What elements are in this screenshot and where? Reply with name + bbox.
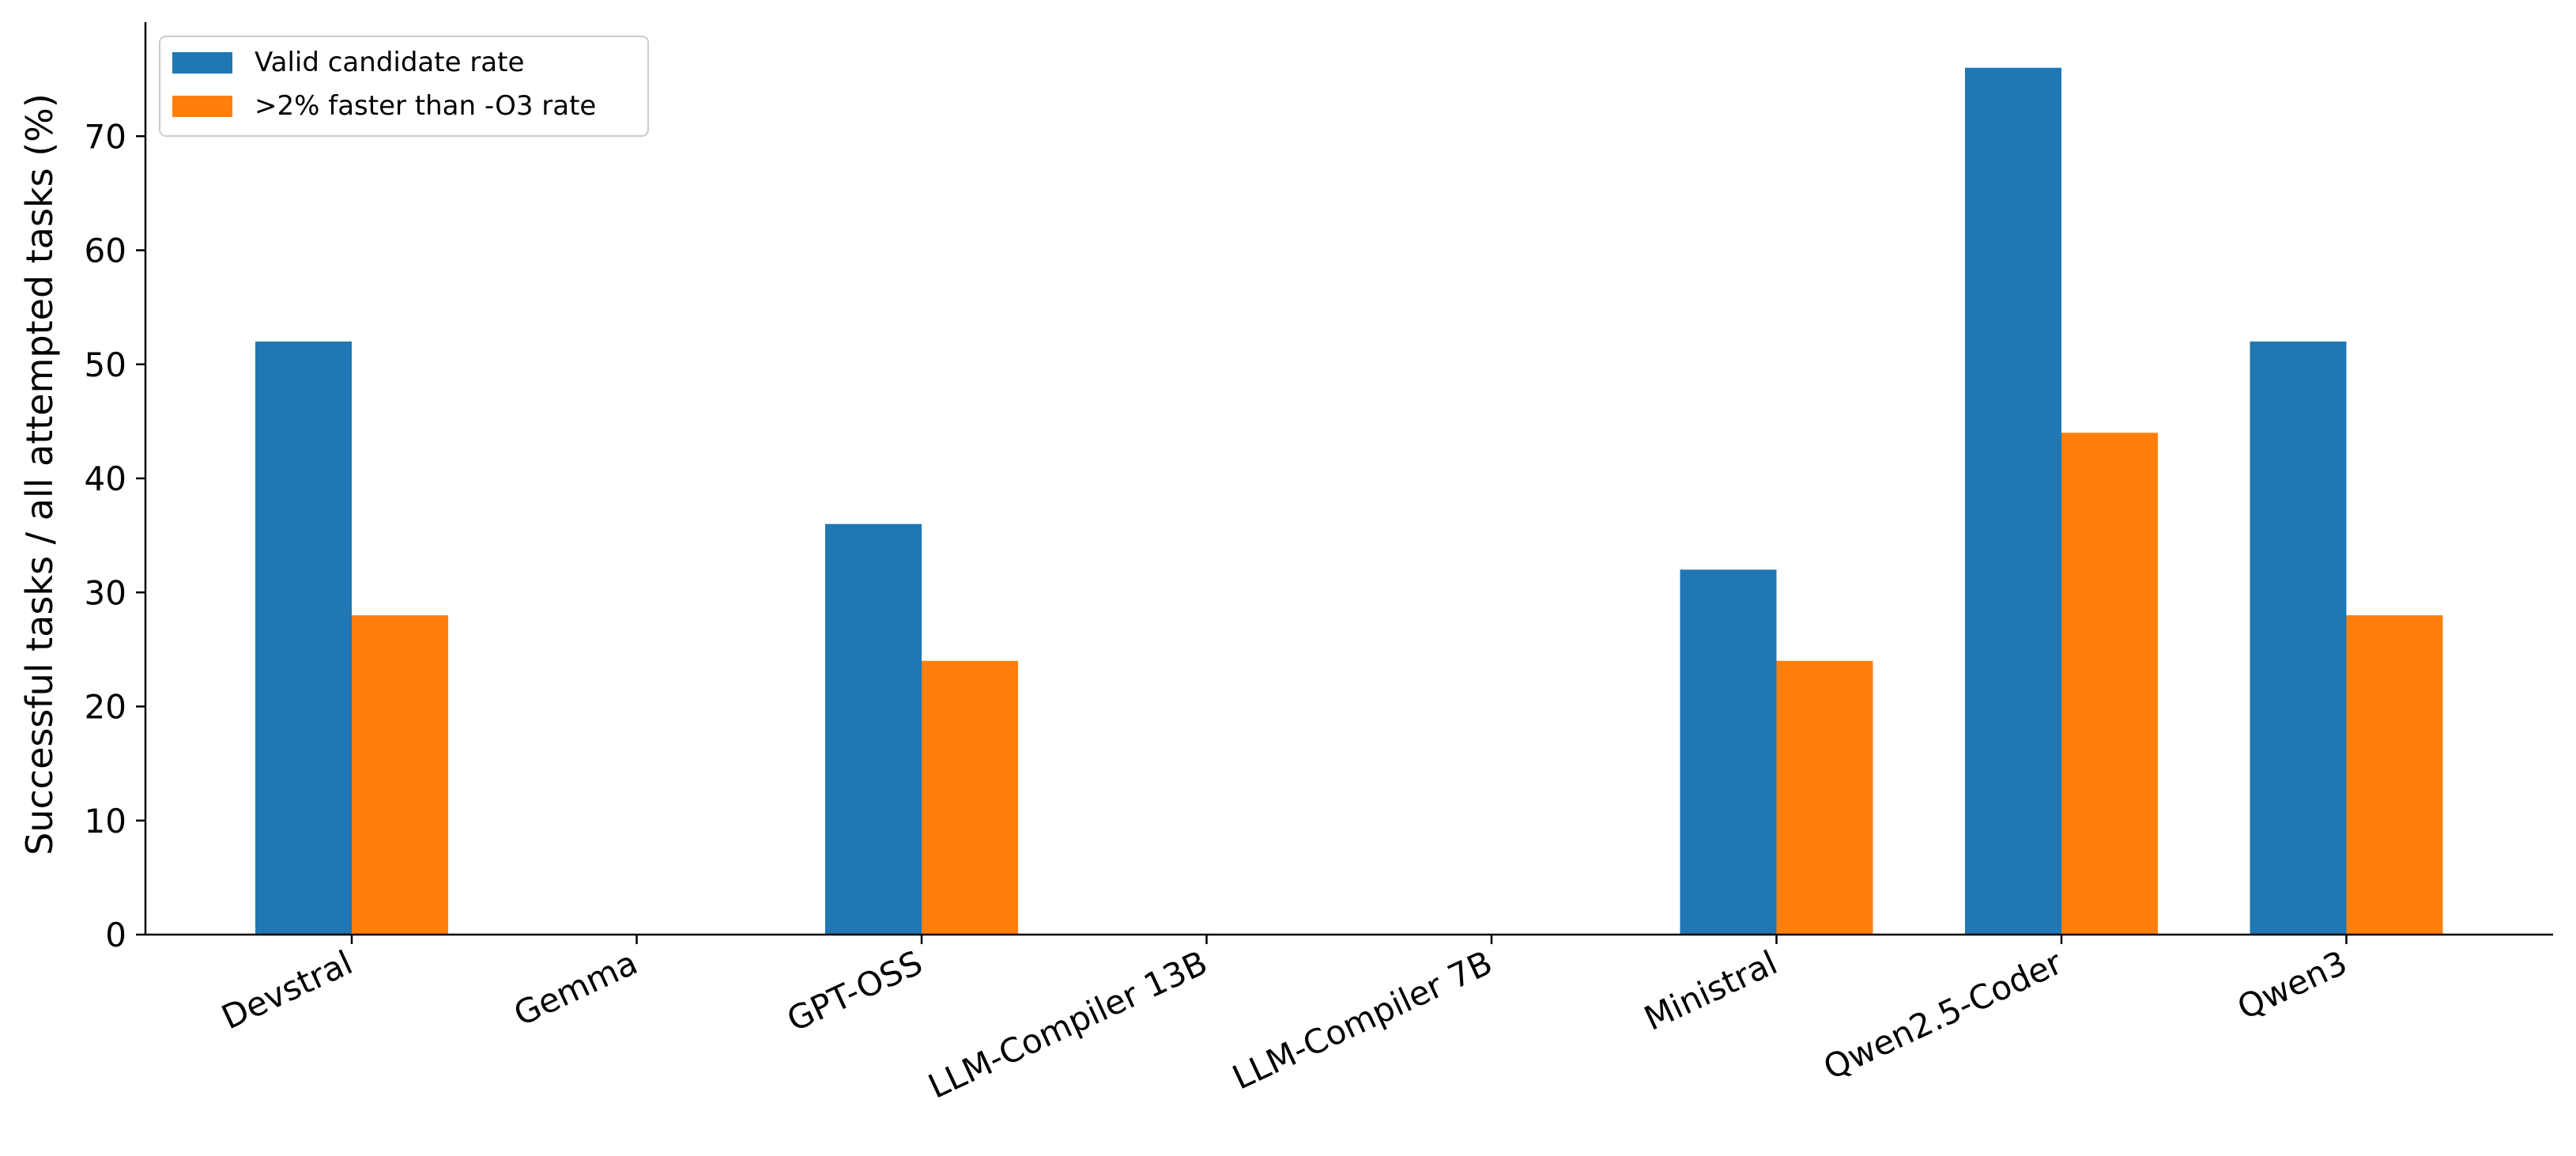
- y-tick-label: 0: [105, 916, 126, 954]
- x-tick-label: Gemma: [508, 943, 643, 1034]
- x-tick-label: GPT-OSS: [781, 943, 928, 1039]
- bar-valid-candidate: [2250, 341, 2347, 935]
- x-tick-label: LLM-Compiler 13B: [922, 943, 1213, 1106]
- bar-valid-candidate: [1965, 67, 2061, 935]
- y-tick-label: 50: [85, 346, 126, 384]
- x-tick-label: LLM-Compiler 7B: [1227, 943, 1498, 1097]
- bar-faster-than-o3: [922, 660, 1018, 935]
- legend-label: >2% faster than -O3 rate: [255, 90, 596, 122]
- y-axis-title: Successful tasks / all attempted tasks (…: [18, 93, 61, 856]
- legend-swatch: [172, 96, 232, 117]
- legend: Valid candidate rate >2% faster than -O3 …: [159, 36, 649, 137]
- bar-valid-candidate: [1680, 569, 1777, 935]
- bar-faster-than-o3: [2346, 615, 2443, 935]
- y-tick-label: 30: [85, 573, 126, 612]
- x-tick-label: Qwen2.5-Coder: [1818, 943, 2069, 1087]
- y-tick-label: 60: [85, 232, 126, 270]
- y-tick-label: 70: [85, 117, 126, 156]
- legend-box: [159, 36, 649, 137]
- y-tick-label: 10: [85, 802, 126, 841]
- x-tick-label: Qwen3: [2231, 943, 2353, 1027]
- bars: [255, 67, 2443, 935]
- bar-valid-candidate: [825, 523, 922, 935]
- bar-faster-than-o3: [352, 615, 448, 935]
- x-tick-label: Devstral: [216, 943, 358, 1037]
- y-axis-ticks: 0 10 20 30 40 50 60 70: [85, 117, 145, 954]
- bar-faster-than-o3: [2061, 433, 2158, 935]
- y-tick-label: 20: [85, 688, 126, 727]
- x-tick-label: Ministral: [1639, 943, 1783, 1038]
- legend-swatch: [172, 52, 232, 74]
- bar-valid-candidate: [255, 341, 352, 935]
- y-tick-label: 40: [85, 459, 126, 498]
- legend-label: Valid candidate rate: [255, 47, 524, 78]
- bar-faster-than-o3: [1776, 660, 1873, 935]
